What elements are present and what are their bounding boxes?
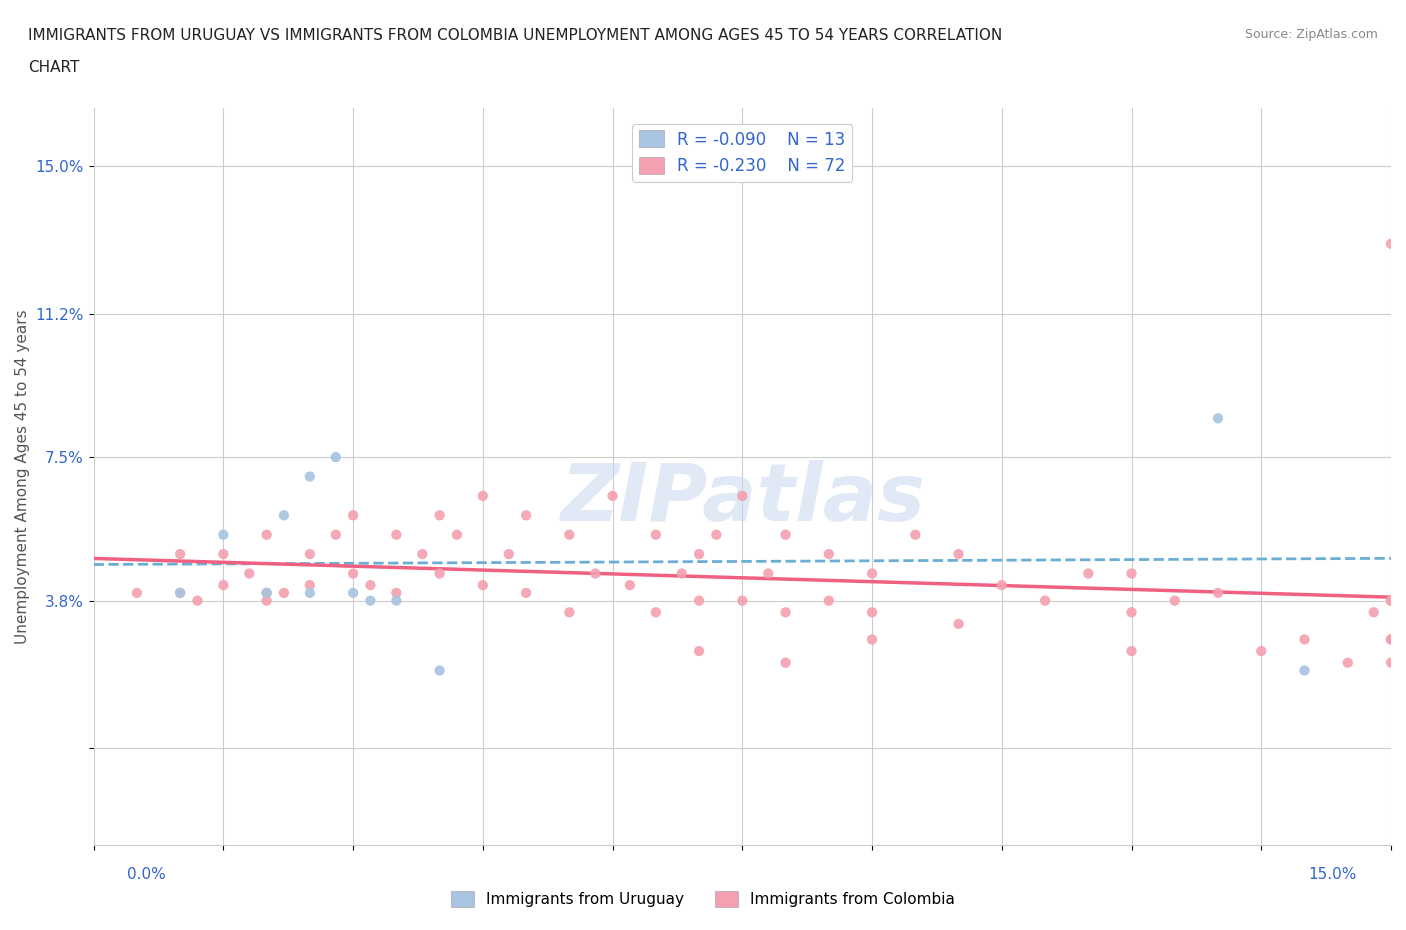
Point xyxy=(860,604,883,619)
Point xyxy=(385,527,408,542)
Point xyxy=(342,508,364,523)
Point xyxy=(644,527,666,542)
Point xyxy=(273,586,295,601)
Point xyxy=(273,508,295,523)
Point xyxy=(325,527,347,542)
Point xyxy=(342,566,364,581)
Point xyxy=(446,527,468,542)
Point xyxy=(359,593,381,608)
Point xyxy=(756,566,779,581)
Point xyxy=(359,578,381,592)
Point xyxy=(429,566,451,581)
Point xyxy=(1164,593,1187,608)
Point xyxy=(1121,644,1143,658)
Point xyxy=(688,644,710,658)
Point xyxy=(706,527,728,542)
Point xyxy=(948,617,970,631)
Point xyxy=(688,593,710,608)
Point xyxy=(583,566,606,581)
Point xyxy=(731,488,754,503)
Point xyxy=(212,578,235,592)
Point xyxy=(1121,566,1143,581)
Point xyxy=(1379,593,1402,608)
Point xyxy=(342,586,364,601)
Point xyxy=(256,527,278,542)
Point xyxy=(1379,632,1402,647)
Point xyxy=(385,593,408,608)
Point xyxy=(1379,236,1402,251)
Text: 0.0%: 0.0% xyxy=(127,867,166,882)
Point xyxy=(256,593,278,608)
Y-axis label: Unemployment Among Ages 45 to 54 years: Unemployment Among Ages 45 to 54 years xyxy=(15,309,30,644)
Point xyxy=(298,578,321,592)
Point xyxy=(731,593,754,608)
Point xyxy=(471,578,494,592)
Point xyxy=(619,578,641,592)
Point xyxy=(602,488,624,503)
Point xyxy=(1121,604,1143,619)
Point xyxy=(948,547,970,562)
Point xyxy=(298,586,321,601)
Point xyxy=(1379,632,1402,647)
Point xyxy=(169,547,191,562)
Point xyxy=(558,604,581,619)
Point xyxy=(1379,656,1402,671)
Point xyxy=(515,508,537,523)
Point xyxy=(411,547,433,562)
Point xyxy=(1294,663,1316,678)
Point xyxy=(991,578,1014,592)
Point xyxy=(1362,604,1385,619)
Point xyxy=(904,527,927,542)
Point xyxy=(1379,593,1402,608)
Point xyxy=(1077,566,1099,581)
Point xyxy=(644,604,666,619)
Point xyxy=(1294,632,1316,647)
Point xyxy=(817,547,839,562)
Text: CHART: CHART xyxy=(28,60,80,75)
Point xyxy=(688,547,710,562)
Text: 15.0%: 15.0% xyxy=(1309,867,1357,882)
Point xyxy=(169,586,191,601)
Point xyxy=(186,593,208,608)
Point xyxy=(325,450,347,465)
Point xyxy=(1033,593,1056,608)
Point xyxy=(558,527,581,542)
Point xyxy=(429,663,451,678)
Text: ZIPatlas: ZIPatlas xyxy=(560,459,925,538)
Point xyxy=(1206,411,1229,426)
Point xyxy=(298,547,321,562)
Point xyxy=(775,604,797,619)
Point xyxy=(1250,644,1272,658)
Point xyxy=(1337,656,1360,671)
Point xyxy=(212,547,235,562)
Text: Source: ZipAtlas.com: Source: ZipAtlas.com xyxy=(1244,28,1378,41)
Point xyxy=(212,527,235,542)
Point xyxy=(860,632,883,647)
Point xyxy=(125,586,148,601)
Point xyxy=(775,527,797,542)
Point xyxy=(169,586,191,601)
Point xyxy=(429,508,451,523)
Point xyxy=(256,586,278,601)
Point xyxy=(298,469,321,484)
Legend: R = -0.090    N = 13, R = -0.230    N = 72: R = -0.090 N = 13, R = -0.230 N = 72 xyxy=(633,124,852,181)
Point xyxy=(471,488,494,503)
Point xyxy=(498,547,520,562)
Point xyxy=(671,566,693,581)
Legend: Immigrants from Uruguay, Immigrants from Colombia: Immigrants from Uruguay, Immigrants from… xyxy=(446,884,960,913)
Point xyxy=(817,593,839,608)
Point xyxy=(860,566,883,581)
Point xyxy=(775,656,797,671)
Point xyxy=(385,586,408,601)
Point xyxy=(515,586,537,601)
Point xyxy=(238,566,260,581)
Point xyxy=(1206,586,1229,601)
Text: IMMIGRANTS FROM URUGUAY VS IMMIGRANTS FROM COLOMBIA UNEMPLOYMENT AMONG AGES 45 T: IMMIGRANTS FROM URUGUAY VS IMMIGRANTS FR… xyxy=(28,28,1002,43)
Point xyxy=(256,586,278,601)
